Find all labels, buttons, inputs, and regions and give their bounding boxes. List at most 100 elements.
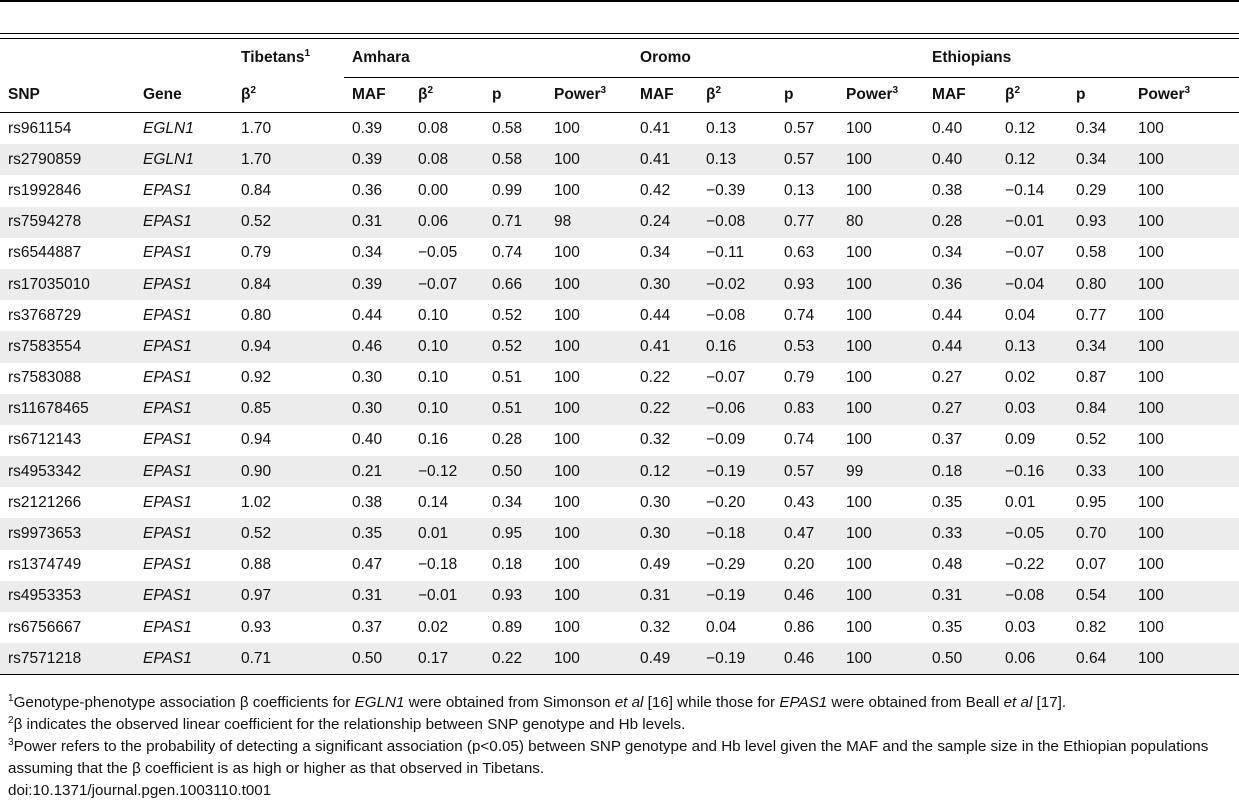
cell-amhara-maf: 0.37 bbox=[352, 618, 383, 636]
cell-oromo-beta: −0.20 bbox=[706, 493, 746, 511]
cell-snp: rs961154 bbox=[8, 119, 72, 137]
cell-amhara-p: 0.58 bbox=[492, 119, 523, 137]
cell-tibetan-beta: 0.52 bbox=[233, 206, 344, 238]
table-row: rs6712143 EPAS1 0.94 0.40 0.16 0.28 100 0.32 −0.… bbox=[0, 425, 1239, 456]
column-header-beta: β2 bbox=[233, 77, 344, 113]
cell-oromo-p: 0.46 bbox=[776, 580, 839, 612]
cell-amhara-maf: 0.34 bbox=[352, 244, 383, 262]
cell-amhara-beta: 0.10 bbox=[410, 331, 484, 363]
cell-ethiopian-power: 100 bbox=[1130, 206, 1239, 238]
cell-oromo-power: 100 bbox=[846, 181, 872, 199]
cell-snp: rs1992846 bbox=[8, 181, 82, 199]
cell-tibetan-beta: 1.70 bbox=[241, 119, 272, 137]
cell-amhara-p: 0.74 bbox=[492, 244, 523, 262]
cell-oromo-power: 100 bbox=[838, 268, 925, 301]
cell-ethiopian-beta: −0.05 bbox=[997, 518, 1069, 550]
cell-ethiopian-maf: 0.31 bbox=[924, 580, 998, 612]
cell-gene: EPAS1 bbox=[143, 556, 192, 574]
cell-oromo-maf: 0.12 bbox=[632, 456, 699, 488]
cell-oromo-beta: −0.29 bbox=[706, 556, 746, 574]
cell-ethiopian-beta: 0.12 bbox=[997, 144, 1069, 176]
cell-oromo-beta: 0.13 bbox=[698, 144, 777, 176]
cell-gene: EPAS1 bbox=[135, 393, 233, 425]
cell-amhara-maf: 0.47 bbox=[352, 556, 383, 574]
cell-amhara-beta: 0.14 bbox=[418, 493, 449, 511]
cell-snp: rs6712143 bbox=[8, 431, 82, 449]
cell-oromo-power: 100 bbox=[846, 369, 872, 387]
cell-oromo-power: 100 bbox=[838, 393, 925, 425]
column-header-p: p bbox=[776, 77, 839, 113]
cell-amhara-beta: −0.18 bbox=[418, 556, 458, 574]
cell-ethiopian-p: 0.95 bbox=[1076, 493, 1107, 511]
cell-tibetan-beta: 0.80 bbox=[241, 306, 272, 324]
cell-oromo-power: 100 bbox=[846, 306, 872, 324]
cell-tibetan-beta: 0.93 bbox=[241, 618, 272, 636]
cell-amhara-beta: 0.06 bbox=[410, 206, 484, 238]
group-header-blank bbox=[135, 39, 233, 78]
table-row: rs1374749 EPAS1 0.88 0.47 −0.18 0.18 100 0.49 −0… bbox=[0, 550, 1239, 581]
column-header-snp: SNP bbox=[0, 77, 135, 113]
cell-amhara-power: 100 bbox=[546, 144, 633, 176]
cell-ethiopian-maf: 0.44 bbox=[924, 331, 998, 363]
column-header-power: Power3 bbox=[1130, 77, 1239, 113]
cell-gene: EPAS1 bbox=[143, 493, 192, 511]
column-header-maf: MAF bbox=[632, 77, 699, 113]
group-header-row: Tibetans1 Amhara Oromo Ethiopians bbox=[0, 38, 1239, 78]
cell-amhara-beta: 0.10 bbox=[418, 369, 449, 387]
doi-link[interactable]: doi:10.1371/journal.pgen.1003110.t001 bbox=[8, 782, 272, 799]
cell-oromo-maf: 0.24 bbox=[632, 206, 699, 238]
table-row: rs7594278 EPAS1 0.52 0.31 0.06 0.71 98 0.24 −0.0… bbox=[0, 206, 1239, 238]
cell-amhara-p: 0.52 bbox=[492, 306, 523, 324]
cell-oromo-p: 0.74 bbox=[784, 431, 815, 449]
cell-amhara-beta: −0.12 bbox=[410, 456, 484, 488]
cell-oromo-power: 100 bbox=[846, 119, 872, 137]
cell-amhara-maf: 0.31 bbox=[344, 580, 410, 612]
table-row: rs9973653 EPAS1 0.52 0.35 0.01 0.95 100 0.30 −0.… bbox=[0, 518, 1239, 550]
cell-ethiopian-beta: 0.03 bbox=[1005, 618, 1036, 636]
cell-gene: EPAS1 bbox=[135, 331, 233, 363]
table-row: rs11678465 EPAS1 0.85 0.30 0.10 0.51 100 0.22 −0… bbox=[0, 393, 1239, 425]
cell-gene: EPAS1 bbox=[143, 181, 192, 199]
table-row: rs1992846 EPAS1 0.84 0.36 0.00 0.99 100 0.42 −0.… bbox=[0, 175, 1239, 206]
cell-oromo-p: 0.46 bbox=[776, 643, 839, 676]
cell-oromo-maf: 0.42 bbox=[640, 181, 671, 199]
cell-amhara-p: 0.18 bbox=[492, 556, 523, 574]
cell-amhara-maf: 0.30 bbox=[352, 369, 383, 387]
column-header-p: p bbox=[1068, 77, 1131, 113]
cell-ethiopian-power: 100 bbox=[1130, 456, 1239, 488]
cell-ethiopian-beta: −0.07 bbox=[1005, 244, 1045, 262]
cell-oromo-p: 0.53 bbox=[776, 331, 839, 363]
cell-amhara-p: 0.66 bbox=[484, 268, 546, 301]
cell-oromo-maf: 0.44 bbox=[640, 306, 671, 324]
cell-amhara-beta: 0.16 bbox=[418, 431, 449, 449]
cell-ethiopian-maf: 0.28 bbox=[924, 206, 998, 238]
table-row: rs7571218 EPAS1 0.71 0.50 0.17 0.22 100 0.49 −0.… bbox=[0, 643, 1239, 676]
cell-amhara-maf: 0.50 bbox=[344, 643, 410, 676]
cell-oromo-beta: −0.07 bbox=[706, 369, 746, 387]
cell-amhara-p: 0.50 bbox=[484, 456, 546, 488]
cell-amhara-maf: 0.40 bbox=[352, 431, 383, 449]
cell-amhara-beta: −0.01 bbox=[410, 580, 484, 612]
cell-oromo-maf: 0.41 bbox=[632, 331, 699, 363]
cell-oromo-p: 0.86 bbox=[784, 618, 815, 636]
cell-oromo-power: 100 bbox=[846, 618, 872, 636]
cell-oromo-p: 0.74 bbox=[784, 306, 815, 324]
cell-amhara-maf: 0.39 bbox=[352, 119, 383, 137]
cell-amhara-p: 0.93 bbox=[484, 580, 546, 612]
cell-oromo-beta: −0.08 bbox=[698, 206, 777, 238]
column-header-beta: β2 bbox=[698, 77, 777, 113]
cell-oromo-maf: 0.30 bbox=[632, 518, 699, 550]
cell-snp: rs6544887 bbox=[8, 244, 82, 262]
cell-ethiopian-p: 0.34 bbox=[1068, 331, 1131, 363]
cell-amhara-power: 100 bbox=[554, 181, 580, 199]
group-header-oromo: Oromo bbox=[632, 38, 925, 78]
cell-ethiopian-maf: 0.36 bbox=[924, 268, 998, 301]
cell-snp: rs11678465 bbox=[0, 393, 135, 425]
cell-oromo-p: 0.57 bbox=[776, 456, 839, 488]
cell-ethiopian-maf: 0.35 bbox=[932, 493, 963, 511]
cell-amhara-p: 0.28 bbox=[492, 431, 523, 449]
cell-oromo-beta: 0.13 bbox=[706, 119, 737, 137]
cell-oromo-beta: −0.06 bbox=[698, 393, 777, 425]
cell-ethiopian-maf: 0.27 bbox=[924, 393, 998, 425]
cell-ethiopian-beta: 0.01 bbox=[1005, 493, 1036, 511]
